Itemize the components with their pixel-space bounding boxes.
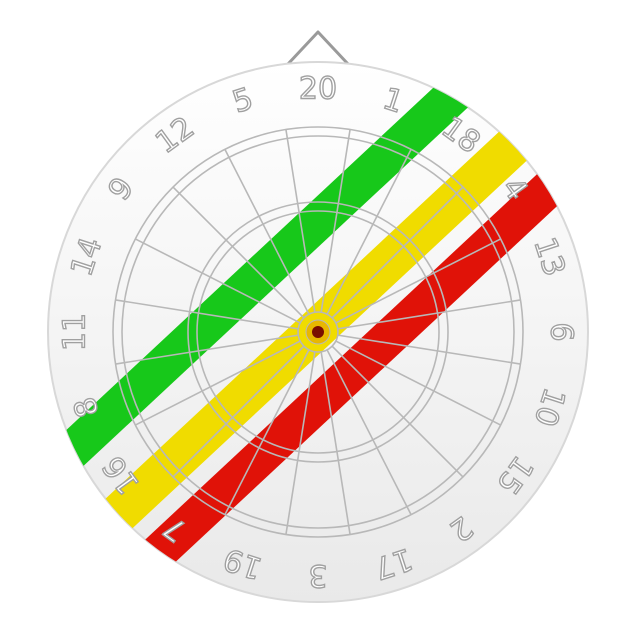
wire-spider [112,126,524,538]
board-number: 11 [58,313,93,351]
wire-spoke [331,345,464,478]
wire-spoke [115,334,299,365]
hanger-wire [286,30,350,66]
wire-spoke [285,351,316,535]
board-number: 6 [544,322,579,341]
wire-spoke [224,349,310,516]
wire-ring [121,135,515,529]
wire-spoke [335,238,502,324]
green-stripe [48,62,585,572]
wire-spoke [337,299,521,330]
wire-spoke [320,351,351,535]
board-number: 20 [299,72,337,107]
wire-spoke [320,129,351,313]
wire-ring [297,311,339,353]
wire-spoke [224,148,310,315]
wire-spoke [115,299,299,330]
wire-ring [112,126,524,538]
wire-spoke [326,349,412,516]
wire-spoke [337,334,521,365]
wire-spoke [172,186,305,319]
wire-spoke [172,345,305,478]
wire-spoke [134,340,301,426]
wire-ring [196,210,440,454]
wire-spoke [326,148,412,315]
wire-spoke [331,186,464,319]
board-number: 3 [308,558,327,593]
wire-spoke [134,238,301,324]
wire-spoke [285,129,316,313]
wire-ring [187,201,449,463]
bullseye [312,326,324,338]
wire-spoke [335,340,502,426]
